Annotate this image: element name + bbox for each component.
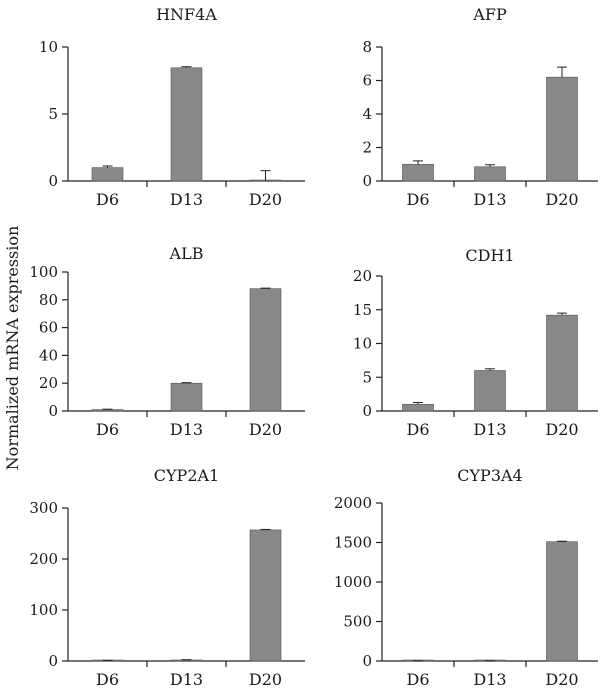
y-tick-label: 20: [39, 374, 58, 392]
y-tick-label: 0: [48, 172, 58, 190]
y-tick-label: 100: [29, 601, 58, 619]
y-tick-label: 200: [29, 550, 58, 568]
y-tick-label: 15: [353, 301, 372, 319]
x-tick-label: D20: [545, 670, 578, 689]
chart-title: HNF4A: [156, 5, 217, 24]
x-tick-label: D20: [545, 190, 578, 209]
chart-panel-cyp3a4: CYP3A4 0 500 1000 1500 2000 D6 D13 D20: [334, 466, 598, 689]
x-tick-label: D6: [406, 190, 429, 209]
x-tick-label: D6: [96, 670, 119, 689]
y-tick-label: 6: [362, 72, 372, 90]
y-tick-label: 20: [353, 267, 372, 285]
bar-d13: [170, 67, 203, 182]
bar-d6: [402, 403, 434, 412]
chart-panel-cyp2a1: CYP2A1 0 100 200 300 D6 D13 D20: [29, 466, 305, 689]
y-tick-label: 0: [48, 652, 58, 670]
bar-d20: [249, 288, 282, 412]
chart-title: CDH1: [465, 246, 514, 265]
y-tick-label: 4: [362, 105, 372, 123]
x-tick-label: D13: [170, 420, 203, 439]
x-tick-label: D13: [473, 190, 506, 209]
y-tick-label: 2000: [334, 494, 372, 512]
y-tick-label: 500: [343, 613, 372, 631]
y-tick-label: 1000: [334, 573, 372, 591]
x-tick-label: D6: [96, 420, 119, 439]
bar-d20: [546, 314, 578, 412]
y-tick-label: 2: [362, 139, 372, 157]
x-tick-label: D20: [545, 420, 578, 439]
chart-title: AFP: [472, 5, 507, 24]
y-tick-label: 300: [29, 499, 58, 517]
bar-d20: [546, 541, 578, 662]
x-tick-label: D6: [406, 670, 429, 689]
chart-title: ALB: [169, 244, 204, 263]
chart-panel-alb: ALB 0 20 40 60 80 100 D6 D13 D20: [29, 244, 305, 439]
y-tick-label: 0: [48, 402, 58, 420]
bar-d6: [91, 167, 124, 182]
y-tick-label: 0: [362, 402, 372, 420]
y-tick-label: 100: [29, 263, 58, 281]
bar-d13: [474, 166, 506, 182]
y-tick-label: 10: [39, 38, 58, 56]
y-axis-label: Normalized mRNA expression: [3, 226, 22, 471]
chart-panel-cdh1: CDH1 0 5 10 15 20 D6 D13 D20: [353, 246, 598, 439]
chart-title: CYP2A1: [154, 466, 219, 485]
x-tick-label: D6: [406, 420, 429, 439]
x-tick-label: D20: [249, 420, 282, 439]
y-tick-label: 5: [362, 368, 372, 386]
x-tick-label: D20: [249, 190, 282, 209]
x-tick-label: D20: [249, 670, 282, 689]
y-tick-label: 80: [39, 291, 58, 309]
y-tick-label: 10: [353, 335, 372, 353]
bar-d6: [402, 163, 434, 182]
x-tick-label: D13: [170, 670, 203, 689]
y-tick-label: 40: [39, 346, 58, 364]
x-tick-label: D13: [473, 420, 506, 439]
bar-d13: [474, 370, 506, 412]
bar-d20: [546, 76, 578, 182]
y-tick-label: 0: [362, 652, 372, 670]
chart-panel-afp: AFP 0 2 4 6 8 D6 D13 D20: [362, 5, 598, 209]
chart-title: CYP3A4: [457, 466, 522, 485]
y-tick-label: 60: [39, 319, 58, 337]
y-tick-label: 1500: [334, 534, 372, 552]
y-tick-label: 0: [362, 172, 372, 190]
bar-d20: [249, 529, 282, 662]
x-tick-label: D13: [473, 670, 506, 689]
y-tick-label: 5: [48, 105, 58, 123]
bar-d6: [91, 409, 124, 412]
chart-panel-hnf4a: HNF4A 0 5 10 D6 D13 D20: [39, 5, 305, 209]
x-tick-label: D13: [170, 190, 203, 209]
bar-d13: [170, 382, 203, 412]
x-tick-label: D6: [96, 190, 119, 209]
y-tick-label: 8: [362, 38, 372, 56]
